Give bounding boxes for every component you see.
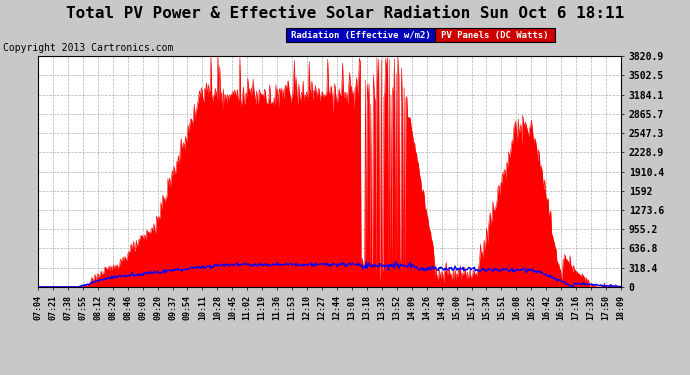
Text: Copyright 2013 Cartronics.com: Copyright 2013 Cartronics.com [3,43,174,53]
Text: Total PV Power & Effective Solar Radiation Sun Oct 6 18:11: Total PV Power & Effective Solar Radiati… [66,6,624,21]
Text: Radiation (Effective w/m2): Radiation (Effective w/m2) [290,31,431,40]
Text: PV Panels (DC Watts): PV Panels (DC Watts) [442,31,549,40]
